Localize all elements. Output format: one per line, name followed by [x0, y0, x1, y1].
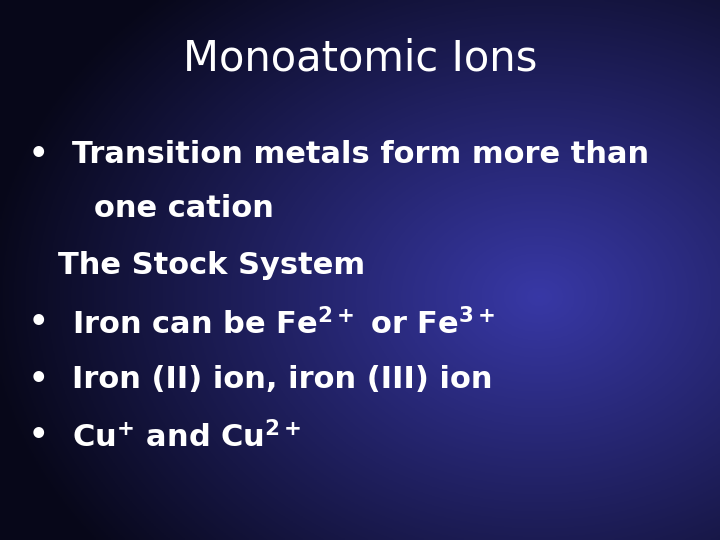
Text: Transition metals form more than: Transition metals form more than: [72, 140, 649, 170]
Text: Cu$^{\mathbf{+}}$ and Cu$^{\mathbf{2+}}$: Cu$^{\mathbf{+}}$ and Cu$^{\mathbf{2+}}$: [72, 421, 302, 454]
Text: •: •: [29, 421, 48, 450]
Text: Iron can be Fe$^{\mathbf{2+}}$ or Fe$^{\mathbf{3+}}$: Iron can be Fe$^{\mathbf{2+}}$ or Fe$^{\…: [72, 308, 495, 340]
Text: •: •: [29, 308, 48, 337]
Text: •: •: [29, 364, 48, 394]
Text: •: •: [29, 140, 48, 170]
Text: The Stock System: The Stock System: [58, 251, 365, 280]
Text: one cation: one cation: [94, 194, 274, 224]
Text: Iron (II) ion, iron (III) ion: Iron (II) ion, iron (III) ion: [72, 364, 492, 394]
Text: Monoatomic Ions: Monoatomic Ions: [183, 38, 537, 80]
